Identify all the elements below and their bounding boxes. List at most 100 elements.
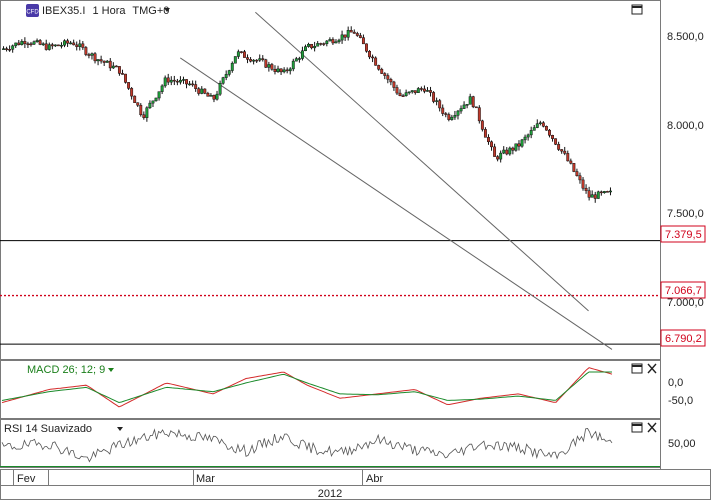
macd-maximize-button[interactable] [631, 363, 643, 374]
candle-body [117, 66, 121, 74]
candle-body [160, 85, 164, 92]
month-label: Mar [196, 473, 215, 485]
candle-body [267, 64, 271, 68]
rsi-layer [0, 428, 660, 467]
candle-body [581, 179, 585, 189]
candle-body [419, 88, 423, 90]
candle-body [279, 68, 283, 73]
candle-body [496, 156, 500, 160]
candle-body [127, 82, 131, 89]
candle-body [551, 135, 554, 139]
candle-body [590, 194, 594, 198]
candle-body [374, 57, 378, 66]
symbol-name: IBEX35.I [42, 5, 85, 17]
rsi-maximize-button[interactable] [631, 422, 643, 433]
candle-body [264, 59, 268, 68]
candle-body [328, 39, 332, 42]
candle-body [236, 51, 240, 57]
rsi-close-button[interactable] [647, 422, 657, 433]
candle-body [60, 44, 63, 47]
candle-body [276, 68, 280, 72]
y-tick-label: 7.500,0 [667, 208, 704, 220]
level-label-box [660, 329, 706, 347]
candle-body [389, 79, 393, 83]
candle-body [114, 65, 118, 68]
candle-body [322, 43, 326, 45]
candle-body [282, 69, 286, 73]
candle-body [438, 100, 442, 109]
candle-body [544, 126, 548, 131]
macd-layer [1, 367, 613, 408]
candle-body [319, 43, 323, 45]
candle-body [130, 88, 134, 97]
candle-body [169, 79, 173, 83]
candle-body [249, 59, 253, 62]
candle-body [96, 59, 100, 62]
candle-body [148, 102, 152, 109]
candle-body [422, 88, 426, 92]
candle-body [401, 95, 405, 98]
level-label-upper: 7.379,5 [660, 225, 706, 243]
candle-body [371, 56, 375, 59]
candle-body [69, 42, 73, 45]
candle-body [554, 138, 558, 145]
candle-body [261, 58, 265, 60]
price-maximize-button[interactable] [631, 4, 643, 15]
month-label: Abr [366, 473, 383, 485]
level-label-lower: 6.790,2 [660, 329, 706, 347]
month-label: Fev [17, 473, 36, 485]
candle-body [404, 92, 408, 97]
candle-body [474, 106, 478, 109]
level-label-box [660, 225, 706, 243]
candle-body [529, 130, 533, 136]
candle-body [14, 42, 18, 47]
candle-body [523, 136, 527, 141]
candle-body [398, 92, 402, 97]
cfd-badge-text: CFD [26, 10, 39, 16]
candle-body [35, 40, 39, 42]
candle-body [334, 41, 338, 44]
trend-channel-line [255, 11, 589, 312]
candle-body [560, 149, 564, 152]
candle-body [435, 100, 439, 102]
symbol-dropdown-icon[interactable] [164, 8, 170, 12]
candle-body [41, 43, 45, 46]
candle-body [477, 107, 481, 122]
candle-body [185, 79, 188, 85]
macd-close-button[interactable] [647, 363, 657, 374]
candle-body [471, 96, 475, 108]
chart-header[interactable]: CFD IBEX35.I 1 Hora TMG+0 [26, 4, 170, 17]
candle-body [233, 56, 237, 64]
candle-body [508, 147, 512, 155]
candle-body [105, 60, 109, 63]
candle-body [194, 84, 198, 89]
candle-body [56, 44, 60, 47]
candle-body [230, 62, 234, 71]
candle-body [343, 34, 347, 38]
candle-body [352, 31, 356, 34]
candle-body [50, 44, 54, 47]
candle-body [90, 53, 94, 56]
rsi-dropdown-icon[interactable] [117, 427, 123, 431]
candle-body [288, 68, 292, 72]
macd-dropdown-icon[interactable] [108, 368, 114, 372]
close-icon [647, 422, 657, 433]
macd-title: MACD 26; 12; 9 [27, 364, 105, 376]
candle-body [304, 46, 307, 52]
candle-body [444, 113, 448, 115]
candle-body [191, 83, 195, 86]
rsi-y-tick: 50,00 [668, 438, 696, 450]
candle-body [172, 79, 176, 82]
y-tick-label: 7.000,0 [667, 297, 704, 309]
candle-body [87, 54, 91, 56]
candle-body [520, 139, 524, 147]
candle-body [84, 47, 88, 55]
candle-body [532, 127, 536, 131]
candle-body [365, 43, 368, 52]
candle-body [316, 43, 320, 47]
candle-body [349, 30, 353, 33]
candle-body [429, 90, 432, 93]
candle-body [93, 53, 97, 62]
candle-body [340, 34, 344, 41]
